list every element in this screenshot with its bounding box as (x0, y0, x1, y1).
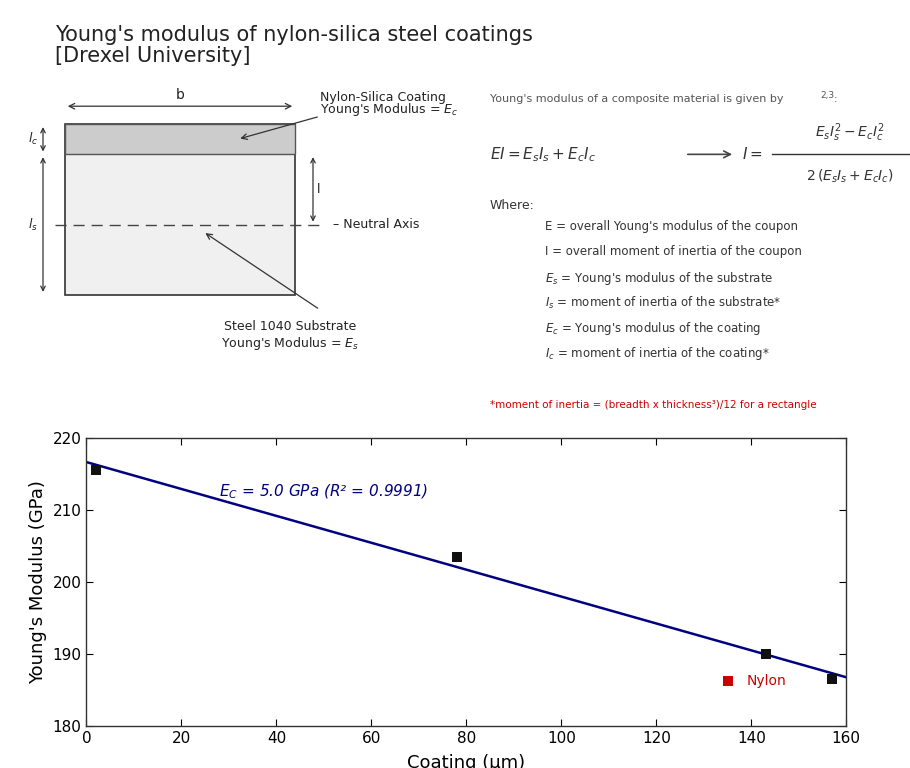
Point (758, 647, 773, 660)
Text: Young's modulus of a composite material is given by: Young's modulus of a composite material … (490, 94, 784, 104)
Text: :: : (834, 94, 837, 104)
Text: l: l (317, 183, 320, 196)
Text: $E_c$ = Young's modulus of the coating: $E_c$ = Young's modulus of the coating (545, 319, 761, 337)
Point (824, 673, 839, 685)
Point (88, 464, 103, 476)
Text: – Neutral Axis: – Neutral Axis (333, 218, 420, 231)
Text: $E_s I_s^2 - E_c I_c^2$: $E_s I_s^2 - E_c I_c^2$ (815, 121, 885, 144)
Text: Nylon-Silica Coating: Nylon-Silica Coating (320, 91, 446, 104)
Bar (65, 124, 295, 154)
Text: $2\,(E_s I_s + E_c I_c)$: $2\,(E_s I_s + E_c I_c)$ (806, 167, 894, 185)
Text: $E_s$ = Young's modulus of the substrate: $E_s$ = Young's modulus of the substrate (545, 270, 774, 286)
Text: 2,3: 2,3 (820, 91, 834, 100)
Text: Young's Modulus = $E_s$: Young's Modulus = $E_s$ (221, 335, 359, 352)
Text: $l_s$: $l_s$ (28, 217, 38, 233)
Point (450, 551, 464, 563)
Text: $EI = E_s I_s + E_c I_c$: $EI = E_s I_s + E_c I_c$ (490, 145, 596, 164)
Text: $I = $: $I = $ (742, 147, 763, 162)
Text: $l_c$: $l_c$ (28, 131, 38, 147)
Y-axis label: Young's Modulus (GPa): Young's Modulus (GPa) (29, 480, 47, 684)
Text: *moment of inertia = (breadth x thickness³)/12 for a rectangle: *moment of inertia = (breadth x thicknes… (490, 400, 816, 410)
Point (721, 675, 735, 687)
Text: $I_s$ = moment of inertia of the substrate*: $I_s$ = moment of inertia of the substra… (545, 295, 782, 311)
Text: Where:: Where: (490, 200, 535, 213)
X-axis label: Coating (μm): Coating (μm) (408, 754, 525, 768)
Text: E = overall Young's modulus of the coupon: E = overall Young's modulus of the coupo… (545, 220, 798, 233)
Text: [Drexel University]: [Drexel University] (55, 46, 250, 66)
Text: I = overall moment of inertia of the coupon: I = overall moment of inertia of the cou… (545, 244, 802, 257)
Text: Nylon: Nylon (746, 674, 786, 688)
Bar (65, 124, 295, 295)
Text: $E_C$ = 5.0 GPa (R² = 0.9991): $E_C$ = 5.0 GPa (R² = 0.9991) (219, 482, 429, 501)
Text: $I_c$ = moment of inertia of the coating*: $I_c$ = moment of inertia of the coating… (545, 345, 770, 362)
Text: b: b (176, 88, 185, 102)
Text: Steel 1040 Substrate: Steel 1040 Substrate (224, 319, 356, 333)
Text: Young's modulus of nylon-silica steel coatings: Young's modulus of nylon-silica steel co… (55, 25, 532, 45)
Text: Young's Modulus = $E_c$: Young's Modulus = $E_c$ (320, 101, 459, 118)
